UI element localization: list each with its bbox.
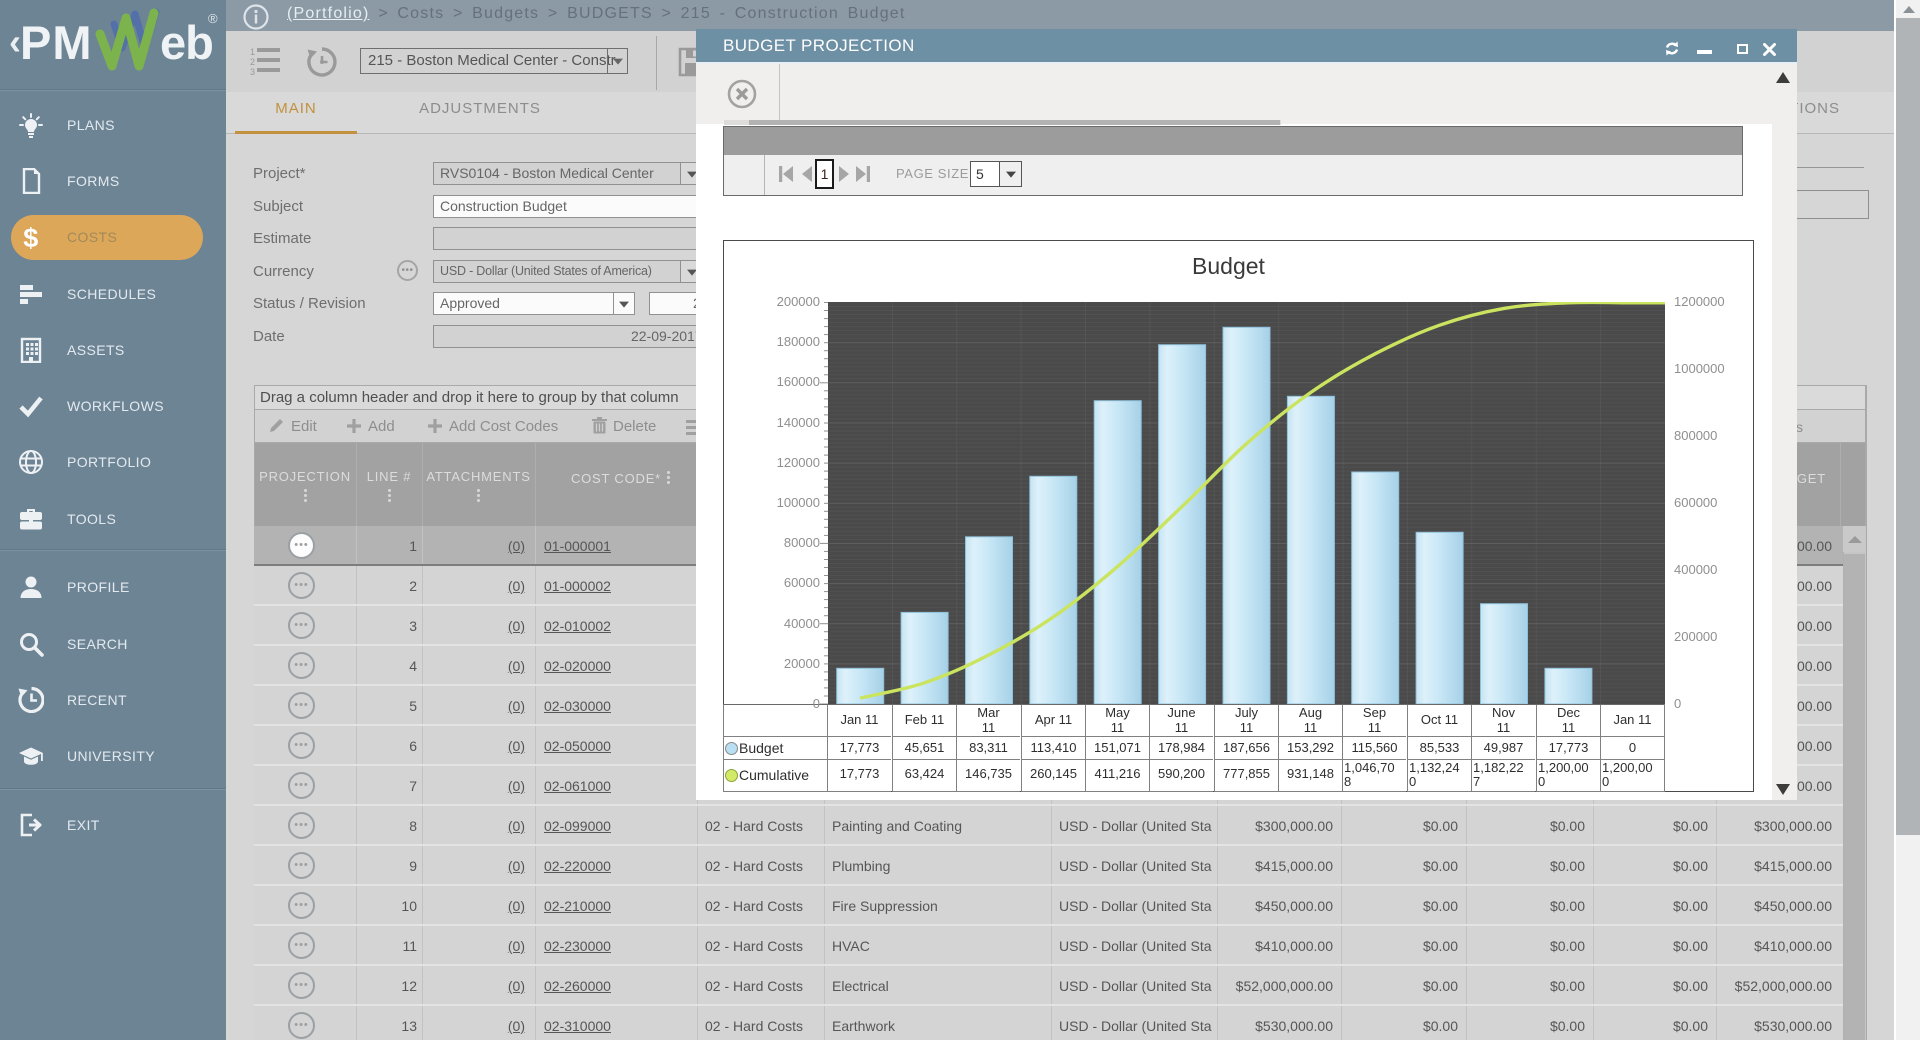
svg-text:PM: PM [20, 16, 93, 69]
svg-text:eb: eb [160, 16, 213, 69]
svg-text:$: $ [23, 224, 38, 250]
svg-text:®: ® [208, 11, 218, 26]
svg-text:2: 2 [250, 57, 255, 67]
svg-text:‹: ‹ [9, 21, 21, 62]
svg-text:3: 3 [250, 67, 255, 76]
svg-text:1: 1 [250, 47, 255, 57]
